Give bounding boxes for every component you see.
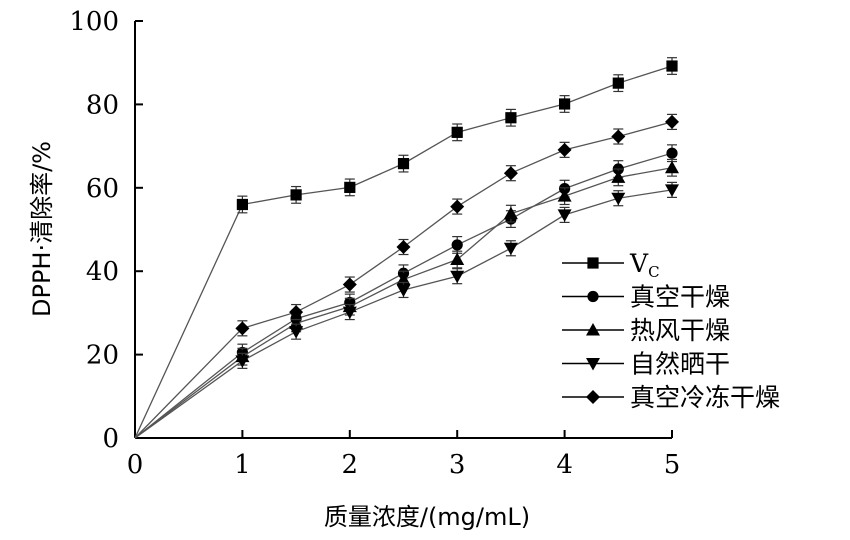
series-1-point-5: [451, 239, 463, 251]
series-0-point-2: [290, 189, 302, 201]
y-tick-label-0: 0: [102, 424, 119, 454]
series-0-point-1: [236, 198, 248, 211]
series-4: [134, 113, 679, 439]
series-4-point-5: [450, 199, 465, 214]
series-3-point-5: [450, 270, 465, 284]
x-tick-label-0: 0: [127, 450, 144, 480]
y-tick-label-100: 100: [69, 7, 119, 37]
series-layer: [134, 57, 679, 439]
series-4-point-3: [342, 277, 357, 292]
legend-item-4: 真空冷冻干燥: [562, 383, 780, 412]
axes: [134, 21, 672, 439]
series-3-point-7: [557, 209, 572, 222]
legend-label-3: 自然晒干: [630, 350, 730, 379]
legend-marker-3: [586, 358, 600, 371]
series-0-point-6: [505, 112, 517, 124]
series-2-point-7: [557, 189, 572, 202]
legend-item-0: VC: [562, 249, 660, 281]
legend-marker-4: [586, 390, 600, 404]
legend-label-0-main: V: [629, 249, 649, 278]
tick-labels: 0 20 40 60 80 100 0 1 2 3 4 5: [69, 7, 680, 480]
series-3-point-4: [396, 284, 411, 297]
series-2-point-6: [503, 206, 518, 220]
x-tick-label-3: 3: [449, 450, 466, 480]
series-4-point-8: [611, 129, 626, 144]
y-tick-label-80: 80: [86, 90, 119, 120]
x-axis-title: 质量浓度/(mg/mL): [324, 503, 530, 531]
series-2-point-8: [611, 170, 626, 183]
series-1-point-9: [666, 147, 678, 159]
series-2-line: [134, 167, 673, 439]
y-tick-label-40: 40: [86, 257, 119, 287]
series-0-line: [134, 65, 673, 439]
series-3-line: [134, 189, 673, 439]
legend-label-4: 真空冷冻干燥: [630, 383, 780, 412]
legend-marker-2: [586, 323, 600, 336]
legend-marker-1: [587, 290, 599, 303]
legend-item-2: 热风干燥: [562, 316, 730, 345]
legend-label-0-sub: C: [648, 263, 659, 281]
series-2-point-2: [289, 316, 304, 329]
legend-label-2: 热风干燥: [630, 316, 730, 345]
x-tick-label-2: 2: [342, 450, 359, 480]
series-3-point-2: [289, 326, 304, 339]
series-0-point-3: [344, 181, 356, 193]
series-3: [134, 181, 679, 439]
series-0-point-8: [612, 77, 624, 89]
series-0-point-7: [559, 98, 571, 110]
legend-label-1: 真空干燥: [630, 283, 730, 312]
series-2-point-5: [450, 252, 465, 266]
y-tick-label-60: 60: [86, 174, 119, 204]
series-0: [134, 57, 678, 439]
series-3-point-3: [342, 306, 357, 320]
ticks: [134, 20, 673, 439]
x-tick-label-1: 1: [234, 450, 251, 480]
legend-marker-0: [587, 257, 599, 269]
y-axis-title: DPPH·清除率/%: [28, 141, 56, 317]
series-1-line: [134, 152, 673, 439]
legend-item-3: 自然晒干: [562, 350, 730, 379]
series-4-point-6: [503, 166, 518, 181]
x-tick-label-5: 5: [664, 450, 681, 480]
series-3-point-6: [503, 242, 518, 256]
legend-label-0: VC: [629, 249, 660, 281]
series-3-point-1: [235, 355, 250, 368]
series-0-point-5: [451, 126, 463, 138]
series-4-point-9: [665, 114, 679, 129]
series-0-point-9: [666, 60, 678, 72]
series-4-point-2: [289, 305, 304, 320]
series-0-point-4: [397, 158, 410, 170]
series-2-point-9: [665, 160, 679, 174]
series-3-point-8: [611, 192, 626, 206]
legend-item-1: 真空干燥: [562, 283, 730, 312]
series-4-point-7: [557, 142, 572, 157]
series-4-point-4: [396, 240, 411, 255]
series-3-point-9: [665, 184, 679, 197]
y-tick-label-20: 20: [86, 341, 119, 371]
series-4-point-1: [235, 321, 250, 336]
x-tick-label-4: 4: [556, 450, 573, 480]
series-4-line: [134, 121, 673, 439]
